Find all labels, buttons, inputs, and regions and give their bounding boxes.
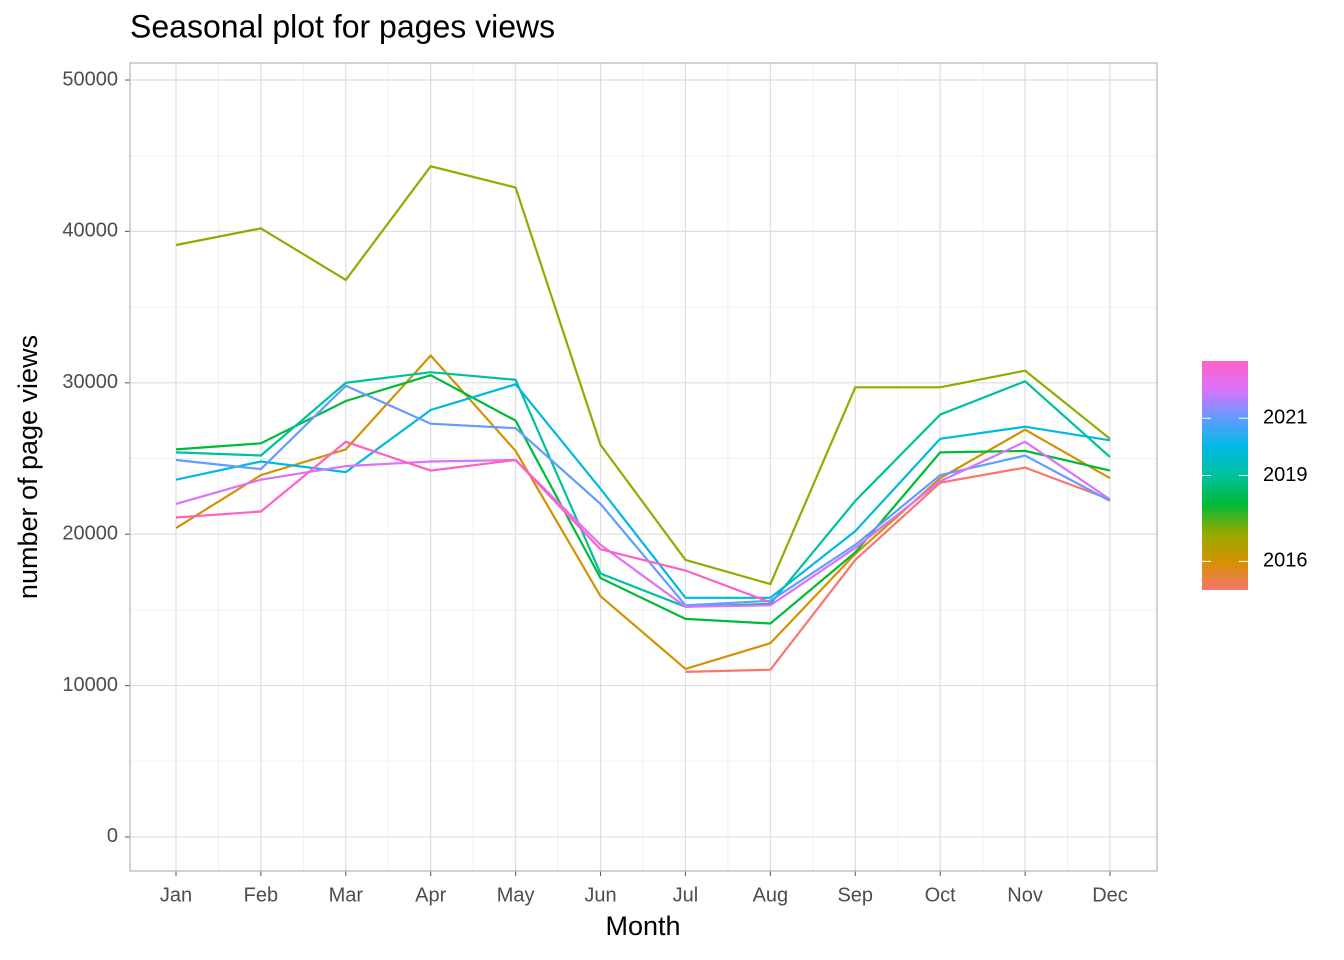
y-tick-label: 0 [107, 825, 118, 847]
legend-label: 2016 [1263, 550, 1308, 572]
y-axis-label: number of page views [13, 335, 43, 599]
y-tick-label: 20000 [62, 522, 118, 544]
series-line [175, 440, 771, 604]
series-line [175, 371, 1111, 608]
x-tick-label: Jun [584, 884, 616, 906]
series-line [175, 374, 1111, 625]
x-tick-label: Aug [753, 884, 789, 906]
series-line [175, 440, 1111, 608]
chart-title: Seasonal plot for pages views [130, 8, 555, 44]
series-line [175, 383, 1111, 599]
x-tick-label: Oct [925, 884, 957, 906]
x-tick-label: Mar [329, 884, 364, 906]
x-tick-label: Sep [837, 884, 873, 906]
series-line [175, 165, 1111, 586]
y-tick-label: 50000 [62, 68, 118, 90]
legend-label: 2019 [1263, 464, 1308, 486]
x-tick-label: Dec [1092, 884, 1128, 906]
series-line [685, 466, 1111, 673]
x-tick-label: Jul [673, 884, 699, 906]
legend-label: 2021 [1263, 407, 1308, 429]
y-tick-label: 10000 [62, 674, 118, 696]
x-axis-label: Month [605, 911, 680, 941]
x-tick-label: May [497, 884, 535, 906]
y-tick-label: 30000 [62, 371, 118, 393]
x-tick-label: Feb [244, 884, 278, 906]
x-tick-label: Nov [1007, 884, 1043, 906]
x-tick-label: Jan [160, 884, 192, 906]
plot-border [129, 62, 1158, 872]
y-tick-label: 40000 [62, 220, 118, 242]
x-tick-label: Apr [415, 884, 446, 906]
series-line [175, 384, 1111, 607]
